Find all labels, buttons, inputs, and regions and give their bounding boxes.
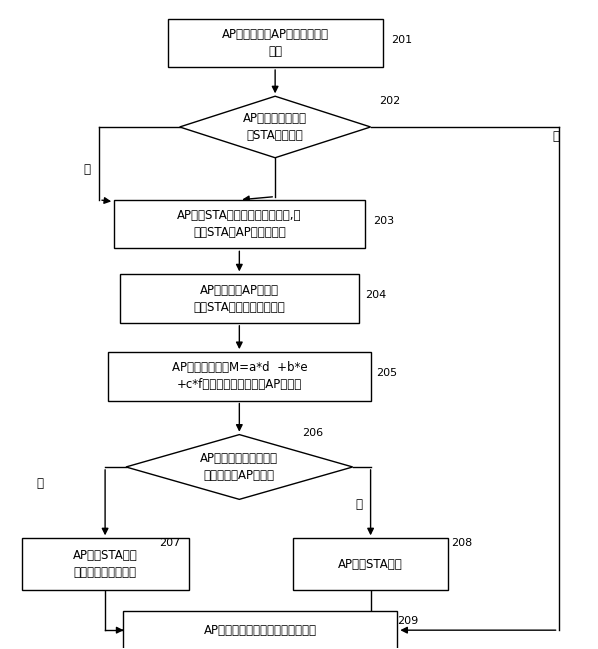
Text: 否: 否	[355, 498, 362, 511]
Text: AP通过权值公式M=a*d  +b*e
+c*f计算自身和所有邻居AP的权值: AP通过权值公式M=a*d +b*e +c*f计算自身和所有邻居AP的权值	[172, 361, 307, 391]
FancyBboxPatch shape	[168, 19, 383, 67]
Polygon shape	[179, 96, 371, 158]
Text: AP拒绝STA接入: AP拒绝STA接入	[338, 557, 403, 570]
FancyBboxPatch shape	[293, 538, 448, 590]
FancyBboxPatch shape	[114, 200, 365, 249]
Text: 202: 202	[380, 96, 401, 106]
Text: 是: 是	[36, 476, 43, 489]
Text: 201: 201	[392, 34, 413, 45]
Text: AP鉴别新申请接入
的STA是否合法: AP鉴别新申请接入 的STA是否合法	[243, 112, 307, 142]
FancyBboxPatch shape	[120, 275, 359, 323]
Text: 206: 206	[302, 428, 323, 438]
Text: 204: 204	[365, 290, 386, 300]
Text: 209: 209	[398, 616, 419, 626]
Text: 否: 否	[552, 130, 559, 143]
Text: 207: 207	[159, 538, 180, 548]
Text: AP比较自身权值是否小
于所有邻居AP的权值: AP比较自身权值是否小 于所有邻居AP的权值	[200, 452, 278, 482]
Text: AP控制用户接入均衡工作流程结束: AP控制用户接入均衡工作流程结束	[204, 624, 317, 637]
Text: 是: 是	[84, 162, 91, 176]
Text: 208: 208	[451, 538, 472, 548]
Text: AP获取邻居AP下当前
接入STA的数量和负载情况: AP获取邻居AP下当前 接入STA的数量和负载情况	[194, 284, 285, 313]
Text: 203: 203	[374, 216, 395, 226]
FancyBboxPatch shape	[123, 611, 398, 649]
Text: AP完成与邻居AP间的完成相互
认证: AP完成与邻居AP间的完成相互 认证	[222, 28, 329, 58]
Text: 205: 205	[377, 368, 398, 378]
Text: AP接收STA向其发送的关联请求,获
取此STA被AP拒绝的次数: AP接收STA向其发送的关联请求,获 取此STA被AP拒绝的次数	[177, 209, 301, 239]
FancyBboxPatch shape	[22, 538, 188, 590]
Text: AP允许STA接入
，建立数据传输通道: AP允许STA接入 ，建立数据传输通道	[73, 549, 138, 579]
Polygon shape	[126, 435, 353, 499]
FancyBboxPatch shape	[108, 352, 371, 400]
